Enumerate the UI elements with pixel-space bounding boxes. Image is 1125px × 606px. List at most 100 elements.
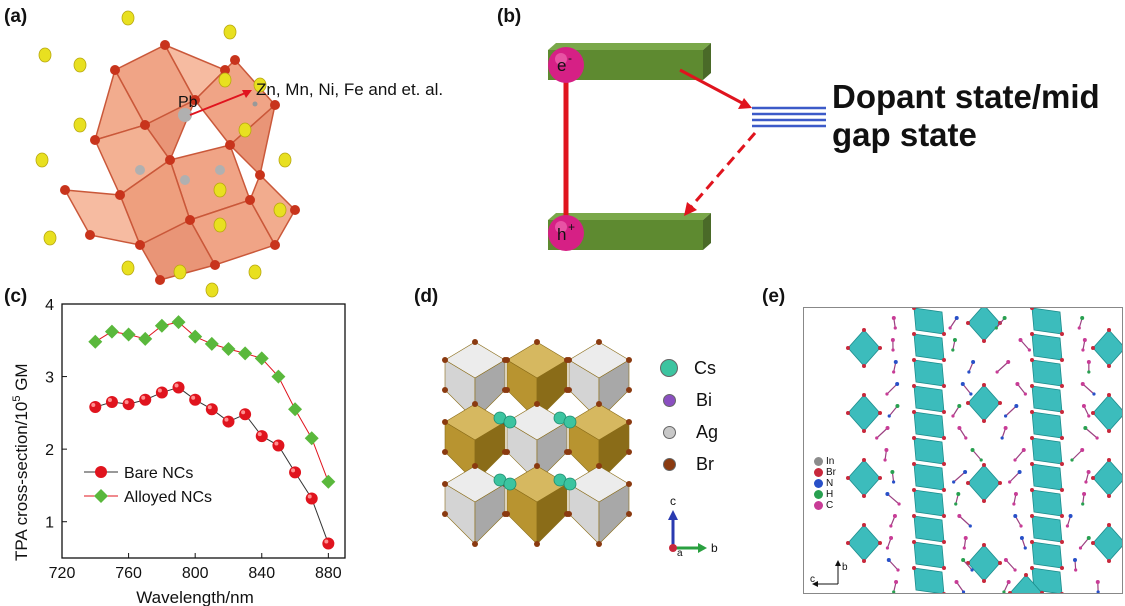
organic-bond [1071,449,1083,461]
br-atom [1030,436,1034,440]
organic-atom [970,448,975,452]
atom-name: H [826,489,834,500]
br-atom [1107,494,1111,498]
atom-swatch [660,359,678,377]
organic-atom [1019,536,1024,540]
point-highlight [307,494,312,499]
point-highlight [207,405,212,410]
organic-atom [957,426,962,430]
br-atom [942,436,946,440]
atom-name: Br [696,453,714,474]
organic-atom [886,558,891,562]
x-tick-label: 760 [115,565,142,582]
organic-bond [962,383,972,395]
br-atom [626,449,632,455]
organic-atom [891,480,896,484]
br-atom [862,494,866,498]
organic-atom [895,382,900,386]
y-tick-label: 1 [45,515,54,532]
br-atom [566,449,572,455]
organic-bond [1005,559,1016,571]
tpa-chart: TPA cross-section/105 GM 720 760 800 840 880… [11,297,346,606]
atom-name: N [826,478,834,489]
inbr-column-octahedron [913,411,945,439]
point-highlight [124,400,129,405]
y-axis-label: TPA cross-section/105 GM [11,363,31,561]
organic-atom [1081,404,1086,408]
br-atom [862,429,866,433]
organic-atom [1086,360,1091,364]
atom-swatch [814,490,823,499]
br-atom [1107,559,1111,563]
br-atom [846,411,850,415]
electron-sphere: e - [548,47,584,83]
bare-nc-point [172,381,185,394]
panel-a-perovskite-structure: Pb Zn, Mn, Ni, Fe and et. al. [35,10,443,298]
br-atom [878,411,882,415]
br-atom [942,566,946,570]
organic-atom [875,436,879,440]
inbr-column-octahedron [913,463,945,491]
inbr-octahedron [1092,459,1122,497]
e-legend-item-in: In [814,456,836,467]
dopant-arrow [189,91,249,116]
inbr-column-octahedron [913,567,945,593]
organic-atom [1014,404,1019,408]
br-atom [442,357,448,363]
br-atom [504,387,510,393]
br-atom [846,541,850,545]
br-atom [472,401,478,407]
br-atom [942,462,946,466]
br-atom [942,332,946,336]
organic-atom [970,568,974,572]
organic-bond [1084,427,1098,439]
br-atom [862,364,866,368]
br-atom [596,463,602,469]
organic-atom [948,326,952,330]
inbr-octahedron [967,384,1001,422]
organic-atom [1018,338,1023,342]
br-atom [912,514,916,518]
br-atom [442,449,448,455]
organic-atom [967,370,971,374]
br-atom [846,346,850,350]
panel-b-energy-diagram: e - h + [548,43,826,251]
br-atom [1091,541,1095,545]
br-atom [912,358,916,362]
inbr-octahedron [847,394,881,432]
cs-atom [563,477,577,491]
inbr-column-octahedron [1031,308,1063,335]
organic-atom [957,514,962,518]
br-atom [442,419,448,425]
bare-nc-point [289,466,302,479]
organic-atom [894,580,899,584]
legend-label: Bare NCs [124,465,193,482]
organic-atom [1027,348,1031,352]
br-atom [982,383,986,387]
br-atom [534,401,540,407]
bare-nc-point [105,395,118,408]
atom-swatch [814,468,823,477]
organic-bond [972,449,982,461]
br-atom [966,321,970,325]
br-atom [442,481,448,487]
bare-nc-point [139,393,152,406]
br-atom [534,541,540,547]
point-highlight [291,468,296,473]
bare-nc-point [305,492,318,505]
y-tick-label: 4 [45,297,54,314]
alloyed-nc-point [154,318,169,333]
panel-e-crystal [846,308,1122,593]
br-atom [1024,573,1028,577]
br-atom [878,476,882,480]
inbr-column-octahedron [913,359,945,387]
inbr-octahedron [847,459,881,497]
organic-atom [1080,382,1085,386]
br-atom [862,523,866,527]
organic-atom [969,392,973,396]
dopant-title-line1: Dopant state/mid [832,78,1100,115]
pb-dopant-atoms [135,101,258,185]
br-atom [1107,328,1111,332]
br-atom [1060,332,1064,336]
organic-atom [1023,392,1027,396]
